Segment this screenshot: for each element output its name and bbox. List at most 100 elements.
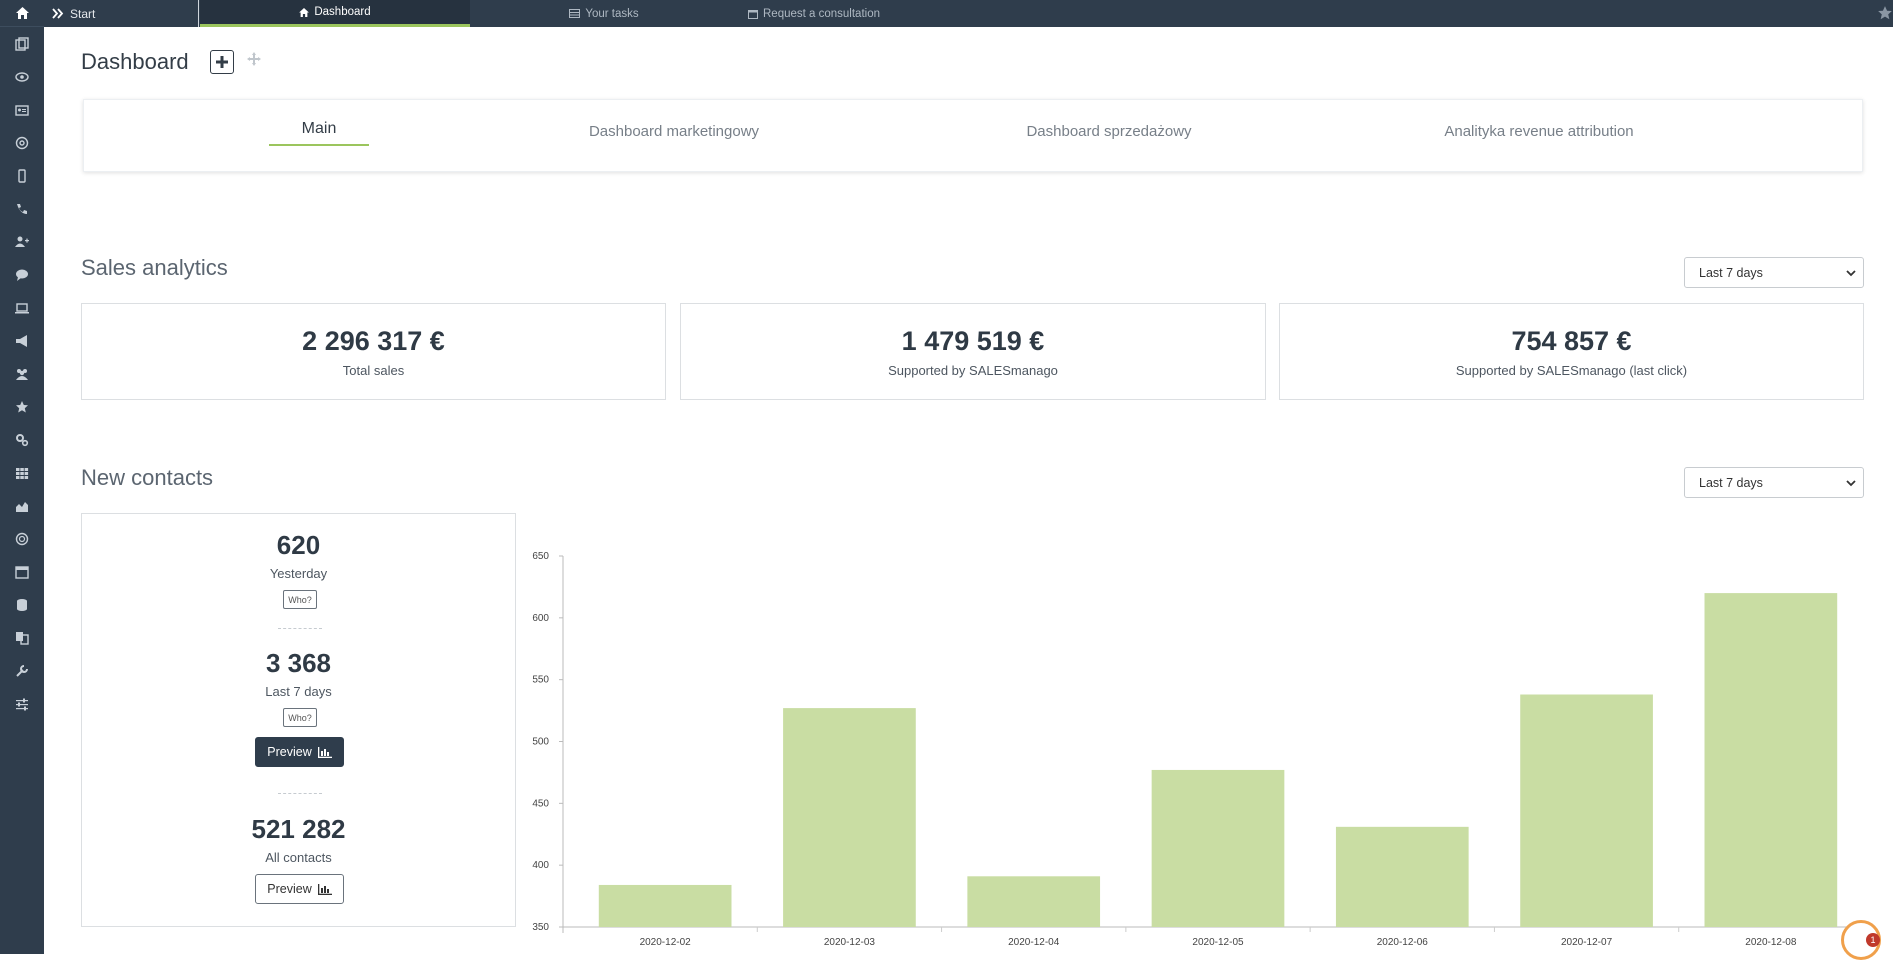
eye-icon[interactable] [0, 60, 44, 93]
bar-chart-icon [317, 883, 332, 895]
y-tick-label: 400 [532, 860, 549, 871]
add-dashboard-button[interactable] [210, 50, 234, 74]
tab-dashboard-marketingowy[interactable]: Dashboard marketingowy [588, 123, 760, 140]
contacts-summary-card: 620 Yesterday Who? 3 368 Last 7 days Who… [81, 513, 516, 927]
area-chart-icon[interactable] [0, 489, 44, 522]
bar [1520, 694, 1653, 927]
preview-all-label: Preview [267, 882, 312, 896]
last-click-label: Supported by SALESmanago (last click) [1455, 363, 1688, 378]
tab-dashboard-sprzedazowy[interactable]: Dashboard sprzedażowy [1026, 123, 1192, 140]
preview-week-label: Preview [267, 745, 312, 759]
top-bar: Start Dashboard Your tasks Request a con… [44, 0, 1893, 27]
x-tick-label: 2020-12-08 [1745, 937, 1797, 948]
notification-badge: 1 [1866, 933, 1880, 947]
sales-period-value: Last 7 days [1699, 265, 1763, 280]
wrench-icon[interactable] [0, 654, 44, 687]
plus-icon [216, 56, 228, 68]
database-icon[interactable] [0, 588, 44, 621]
y-tick-label: 500 [532, 737, 549, 748]
total-sales-label: Total sales [342, 363, 405, 378]
sidebar [0, 0, 44, 954]
at-sign-icon[interactable] [0, 126, 44, 159]
all-contacts-label: All contacts [265, 850, 332, 865]
sales-analytics-title: Sales analytics [81, 255, 228, 280]
megaphone-icon[interactable] [0, 324, 44, 357]
who-week-button[interactable]: Who? [283, 708, 317, 727]
stat-card-last-click: 754 857 € Supported by SALESmanago (last… [1279, 303, 1864, 400]
x-tick-label: 2020-12-04 [1008, 937, 1060, 948]
table-icon [569, 9, 581, 18]
badge-icon[interactable] [0, 522, 44, 555]
sales-period-select[interactable]: Last 7 days [1684, 257, 1864, 288]
phone-icon[interactable] [0, 192, 44, 225]
divider [278, 628, 322, 629]
favorite-star-icon[interactable] [1877, 5, 1893, 24]
all-contacts-value: 521 282 [251, 814, 346, 844]
x-tick-label: 2020-12-02 [640, 937, 692, 948]
bar [1151, 769, 1285, 927]
stat-card-total-sales: 2 296 317 € Total sales [81, 303, 666, 400]
bar [783, 708, 916, 927]
tab-dashboard[interactable]: Dashboard [200, 0, 470, 27]
calendar-icon[interactable] [0, 555, 44, 588]
start-label: Start [70, 6, 96, 21]
home-icon [299, 7, 310, 17]
divider [278, 793, 322, 794]
cogs-icon[interactable] [0, 423, 44, 456]
y-tick-label: 650 [532, 551, 549, 562]
supported-value: 1 479 519 € [901, 326, 1045, 356]
star-icon[interactable] [0, 390, 44, 423]
week-value: 3 368 [265, 648, 332, 678]
yesterday-value: 620 [276, 530, 321, 560]
tab-request-consultation[interactable]: Request a consultation [694, 0, 934, 27]
bar-chart-icon [317, 746, 332, 758]
y-tick-label: 450 [532, 798, 549, 809]
bar [1704, 593, 1838, 927]
files-icon[interactable] [0, 621, 44, 654]
users-icon[interactable] [0, 357, 44, 390]
chevron-down-icon [1846, 270, 1856, 277]
preview-week-button[interactable]: Preview [255, 737, 344, 767]
double-chevron-right-icon [52, 8, 64, 19]
bar [1335, 826, 1469, 927]
who-yesterday-button[interactable]: Who? [283, 590, 317, 609]
mobile-icon[interactable] [0, 159, 44, 192]
x-tick-label: 2020-12-05 [1192, 937, 1244, 948]
move-icon[interactable] [246, 51, 262, 72]
bar [967, 876, 1101, 927]
help-button[interactable]: 1 [1841, 920, 1881, 960]
total-sales-value: 2 296 317 € [302, 326, 445, 356]
laptop-icon[interactable] [0, 291, 44, 324]
page-title: Dashboard [81, 49, 189, 74]
chevron-down-icon [1846, 480, 1856, 487]
tab-analityka-revenue-attribution[interactable]: Analityka revenue attribution [1444, 123, 1634, 140]
contacts-period-value: Last 7 days [1699, 475, 1763, 490]
x-tick-label: 2020-12-07 [1561, 937, 1613, 948]
sidebar-home-icon[interactable] [0, 0, 44, 27]
tab-main[interactable]: Main [269, 120, 369, 146]
stat-card-supported: 1 479 519 € Supported by SALESmanago [680, 303, 1266, 400]
id-card-icon[interactable] [0, 93, 44, 126]
new-contacts-chart: 350 400 450 500 550 600 650 2020-12-02 2020-12-0… [532, 551, 1864, 948]
main-content: Dashboard Main Dashboard marketingowy Da… [44, 27, 1893, 960]
last-click-value: 754 857 € [1511, 326, 1632, 356]
tab-request-consultation-label: Request a consultation [763, 7, 880, 20]
yesterday-label: Yesterday [269, 566, 328, 581]
tab-your-tasks-label: Your tasks [585, 7, 639, 20]
x-tick-label: 2020-12-06 [1377, 937, 1429, 948]
contacts-period-select[interactable]: Last 7 days [1684, 467, 1864, 498]
week-label: Last 7 days [265, 684, 332, 699]
chat-icon[interactable] [0, 258, 44, 291]
new-contacts-title: New contacts [81, 465, 214, 490]
user-plus-icon[interactable] [0, 225, 44, 258]
calendar-icon [748, 9, 758, 19]
y-tick-label: 350 [532, 922, 549, 933]
y-tick-label: 600 [532, 613, 549, 624]
preview-all-button[interactable]: Preview [255, 874, 344, 904]
copy-icon[interactable] [0, 27, 44, 60]
dashboard-tabs: Main Dashboard marketingowy Dashboard sp… [83, 99, 1863, 172]
tab-your-tasks[interactable]: Your tasks [544, 0, 664, 27]
start-button[interactable]: Start [44, 0, 199, 27]
sliders-icon[interactable] [0, 687, 44, 720]
grid-icon[interactable] [0, 456, 44, 489]
